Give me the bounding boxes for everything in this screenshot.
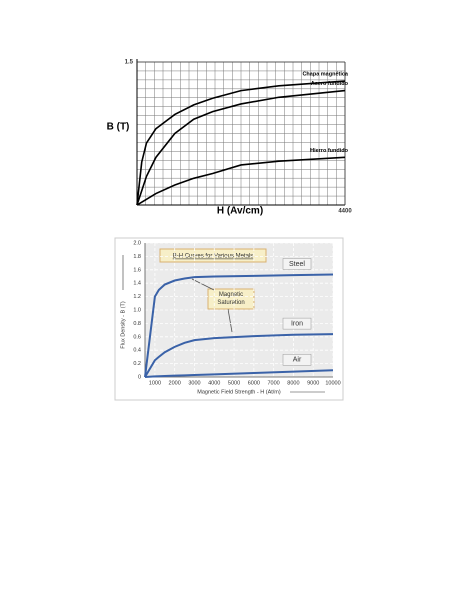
series-label: Hierro fundido [310, 148, 349, 154]
line-series [144, 333, 334, 378]
annotation-wrap: Magnetic Saturation [217, 292, 245, 306]
y-tick-label: 1.2 [133, 294, 141, 300]
annotation-arrow [191, 278, 215, 291]
y-axis-label: Flux Density - B (T) [120, 301, 126, 349]
annotation: Magnetic Saturation [217, 292, 245, 306]
y-tick-label: 0 [138, 374, 141, 380]
series-label: Air [293, 357, 302, 364]
y-tick-label: 1.0 [133, 307, 141, 313]
x-tick-label: 4400 [338, 209, 352, 215]
series-label-box [282, 317, 312, 330]
y-tick-label: 1.6 [133, 267, 141, 273]
x-tick-label: 10000 [325, 380, 340, 386]
x-axis-label: H (Av/cm) [217, 206, 263, 217]
line-series [136, 89, 346, 206]
x-tick-label: 3000 [188, 380, 200, 386]
annotation-arrow [227, 308, 233, 333]
x-tick-label: 8000 [287, 380, 299, 386]
y-tick-label: 0.8 [133, 321, 141, 327]
series-label: Iron [291, 320, 303, 327]
y-tick-label: 1.4 [133, 281, 141, 287]
y-tick-label: 0.4 [133, 348, 141, 354]
series-label-box [282, 354, 312, 366]
line-series [144, 369, 334, 378]
series-label: Steel [289, 261, 305, 268]
line-series [136, 80, 346, 206]
y-axis-label: B (T) [107, 122, 130, 133]
y-tick-label: 0.2 [133, 361, 141, 367]
x-tick-label: 6000 [248, 380, 260, 386]
x-tick-label: 1000 [149, 380, 161, 386]
series-label: Acero fundido [311, 81, 349, 87]
series-label: Chapa magnética [302, 72, 348, 78]
y-tick-label: 0.6 [133, 334, 141, 340]
x-axis-label: Magnetic Field Strength - H (At/m) [197, 389, 281, 395]
y-tick-label: 1.5 [125, 60, 134, 66]
x-tick-label: 7000 [268, 380, 280, 386]
x-tick-label: 2000 [169, 380, 181, 386]
y-tick-label: 1.8 [133, 254, 141, 260]
x-tick-label: 4000 [208, 380, 220, 386]
x-tick-label: 9000 [307, 380, 319, 386]
series-label-box [282, 258, 312, 270]
line-series [136, 156, 346, 206]
y-tick-label: 2.0 [133, 240, 141, 246]
x-tick-label: 5000 [228, 380, 240, 386]
title-box [159, 248, 267, 263]
line-series [144, 273, 334, 378]
